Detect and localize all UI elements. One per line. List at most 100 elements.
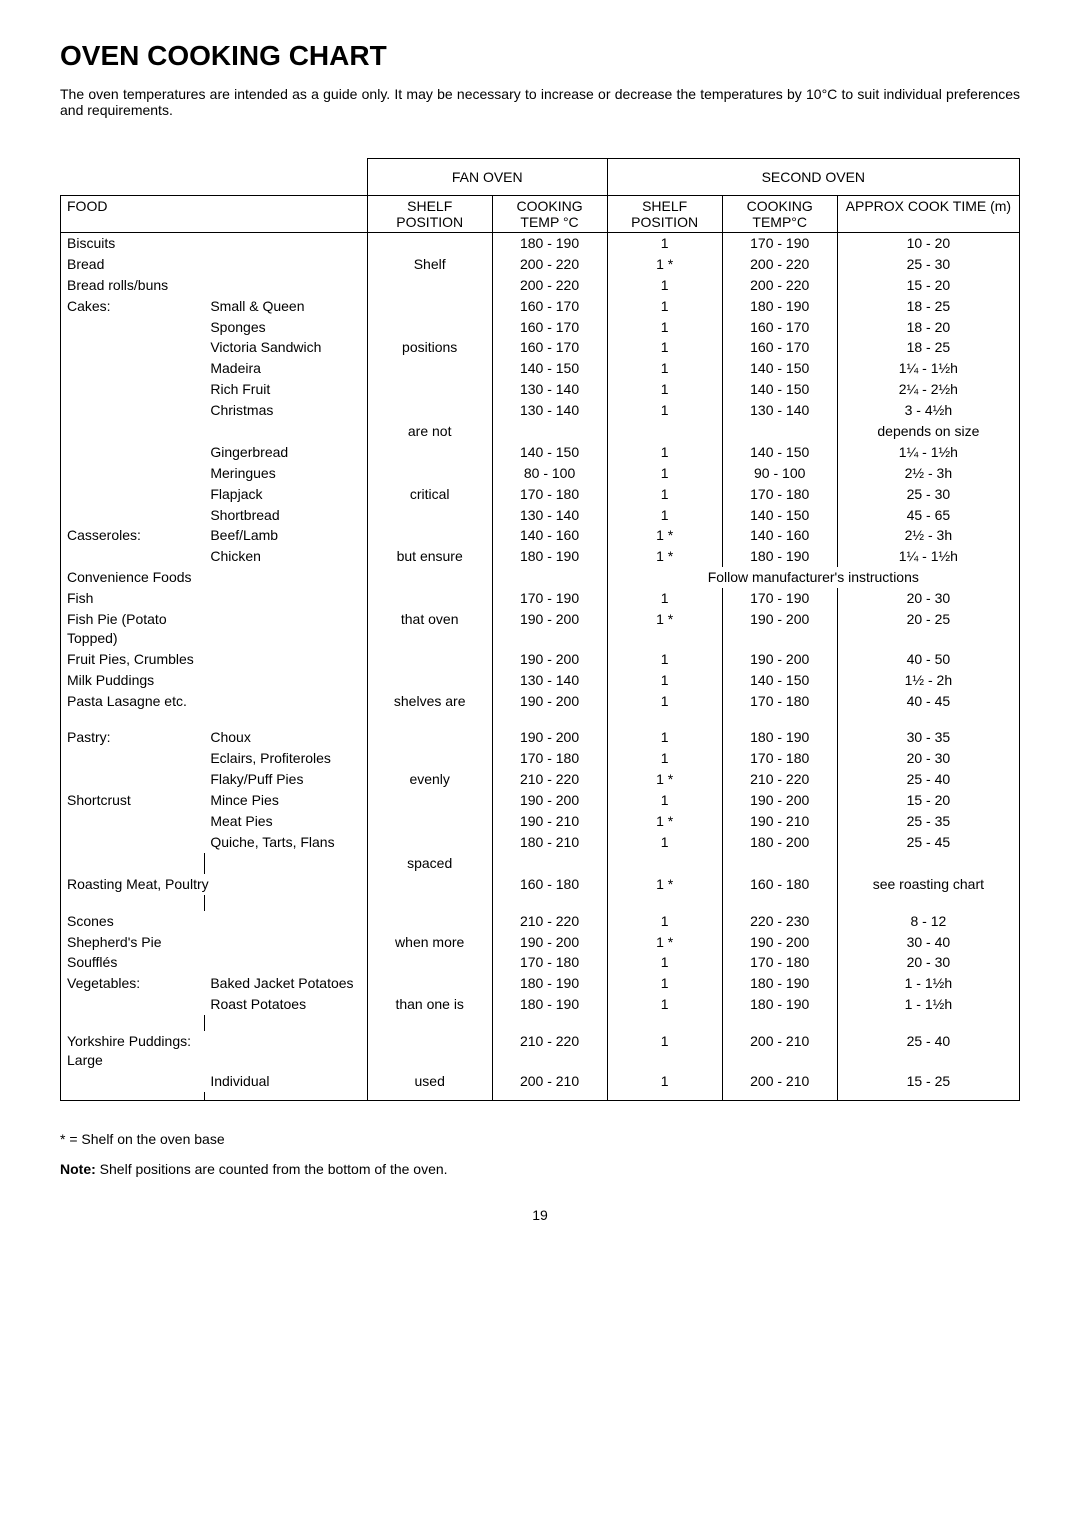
- shelf-pos-cell: 1: [607, 233, 722, 254]
- food-header: FOOD: [61, 196, 368, 233]
- footnote-shelf-base: * = Shelf on the oven base: [60, 1131, 1020, 1147]
- food-sub-cell: Flaky/Puff Pies: [204, 769, 367, 790]
- food-sub-cell: Rich Fruit: [204, 379, 367, 400]
- approx-time-cell: 20 - 30: [837, 952, 1019, 973]
- shelf-pos-header-2: SHELF POSITION: [607, 196, 722, 233]
- second-temp-cell: 180 - 200: [722, 832, 837, 853]
- shelf-pos-cell: [607, 421, 722, 442]
- shelf-note-cell: when more: [367, 932, 492, 953]
- fan-temp-cell: 160 - 170: [492, 317, 607, 338]
- second-temp-cell: 160 - 170: [722, 337, 837, 358]
- second-temp-cell: 170 - 180: [722, 691, 837, 712]
- food-sub-cell: [204, 233, 367, 254]
- approx-time-cell: 2½ - 3h: [837, 525, 1019, 546]
- cooking-chart-table: FAN OVEN SECOND OVEN FOOD SHELF POSITION…: [60, 158, 1020, 1101]
- fan-temp-cell: 180 - 210: [492, 832, 607, 853]
- second-temp-cell: 90 - 100: [722, 463, 837, 484]
- food-sub-cell: Victoria Sandwich: [204, 337, 367, 358]
- food-cell: Vegetables:: [61, 973, 205, 994]
- food-sub-cell: Christmas: [204, 400, 367, 421]
- convenience-foods-label: Convenience Foods: [61, 567, 368, 588]
- shelf-pos-cell: 1: [607, 1031, 722, 1071]
- cooking-temp-header-2: COOKING TEMP°C: [722, 196, 837, 233]
- food-sub-cell: Flapjack: [204, 484, 367, 505]
- approx-time-cell: 1 - 1½h: [837, 994, 1019, 1015]
- food-sub-cell: Chicken: [204, 546, 367, 567]
- food-cell: Shepherd's Pie: [61, 932, 205, 953]
- fan-temp-cell: 200 - 210: [492, 1071, 607, 1092]
- shelf-note-cell: shelves are: [367, 691, 492, 712]
- approx-time-cell: 18 - 25: [837, 337, 1019, 358]
- food-sub-cell: [204, 932, 367, 953]
- fan-temp-cell: 170 - 180: [492, 484, 607, 505]
- food-cell: Bread: [61, 254, 205, 275]
- shelf-note-cell: [367, 442, 492, 463]
- shelf-note-cell: [367, 525, 492, 546]
- food-sub-cell: [204, 691, 367, 712]
- fan-temp-cell: 190 - 200: [492, 649, 607, 670]
- shelf-pos-cell: 1: [607, 994, 722, 1015]
- fan-temp-cell: 190 - 200: [492, 790, 607, 811]
- fan-temp-cell: 210 - 220: [492, 1031, 607, 1071]
- fan-temp-cell: 170 - 180: [492, 952, 607, 973]
- shelf-note-cell: [367, 790, 492, 811]
- food-cell: [61, 421, 205, 442]
- second-temp-cell: 140 - 150: [722, 379, 837, 400]
- approx-time-cell: 15 - 25: [837, 1071, 1019, 1092]
- food-cell: Milk Puddings: [61, 670, 205, 691]
- approx-time-cell: 15 - 20: [837, 790, 1019, 811]
- shelf-note-cell: [367, 233, 492, 254]
- food-sub-cell: [204, 1031, 367, 1071]
- food-cell: [61, 505, 205, 526]
- shelf-note-cell: but ensure: [367, 546, 492, 567]
- fan-temp-cell: 140 - 150: [492, 358, 607, 379]
- shelf-note-cell: [367, 748, 492, 769]
- shelf-pos-cell: 1: [607, 790, 722, 811]
- approx-time-cell: 40 - 45: [837, 691, 1019, 712]
- shelf-note-cell: [367, 317, 492, 338]
- second-temp-cell: 190 - 210: [722, 811, 837, 832]
- shelf-pos-cell: 1: [607, 358, 722, 379]
- fan-temp-cell: 160 - 170: [492, 337, 607, 358]
- food-sub-cell: Quiche, Tarts, Flans: [204, 832, 367, 853]
- second-temp-cell: 170 - 180: [722, 748, 837, 769]
- second-temp-cell: 190 - 200: [722, 649, 837, 670]
- approx-time-cell: 8 - 12: [837, 911, 1019, 932]
- food-cell: Shortcrust: [61, 790, 205, 811]
- food-cell: Biscuits: [61, 233, 205, 254]
- shelf-note-cell: that oven: [367, 609, 492, 649]
- approx-time-cell: 20 - 30: [837, 748, 1019, 769]
- second-temp-cell: 220 - 230: [722, 911, 837, 932]
- page-title: OVEN COOKING CHART: [60, 40, 1020, 72]
- second-temp-cell: 140 - 150: [722, 442, 837, 463]
- shelf-pos-cell: 1: [607, 952, 722, 973]
- fan-temp-cell: 180 - 190: [492, 994, 607, 1015]
- approx-time-cell: 25 - 35: [837, 811, 1019, 832]
- fan-temp-cell: 190 - 200: [492, 609, 607, 649]
- approx-time-cell: 25 - 40: [837, 1031, 1019, 1071]
- fan-temp-cell: 130 - 140: [492, 505, 607, 526]
- shelf-pos-cell: 1: [607, 379, 722, 400]
- food-sub-cell: Baked Jacket Potatoes: [204, 973, 367, 994]
- food-cell: [61, 832, 205, 853]
- shelf-pos-cell: 1: [607, 588, 722, 609]
- shelf-pos-cell: 1 *: [607, 525, 722, 546]
- shelf-pos-cell: 1 *: [607, 254, 722, 275]
- shelf-pos-cell: 1: [607, 275, 722, 296]
- food-sub-cell: [204, 588, 367, 609]
- shelf-note-cell: [367, 811, 492, 832]
- shelf-note-cell: [367, 296, 492, 317]
- second-temp-cell: 140 - 160: [722, 525, 837, 546]
- fan-temp-cell: 190 - 200: [492, 691, 607, 712]
- page-number: 19: [60, 1207, 1020, 1223]
- approx-time-cell: 25 - 30: [837, 484, 1019, 505]
- food-cell: Fish Pie (Potato Topped): [61, 609, 205, 649]
- fan-temp-cell: 130 - 140: [492, 400, 607, 421]
- approx-time-cell: 30 - 40: [837, 932, 1019, 953]
- food-cell: Fish: [61, 588, 205, 609]
- second-temp-cell: 180 - 190: [722, 546, 837, 567]
- fan-temp-cell: 200 - 220: [492, 275, 607, 296]
- food-cell: Cakes:: [61, 296, 205, 317]
- shelf-note-cell: critical: [367, 484, 492, 505]
- food-sub-cell: Meringues: [204, 463, 367, 484]
